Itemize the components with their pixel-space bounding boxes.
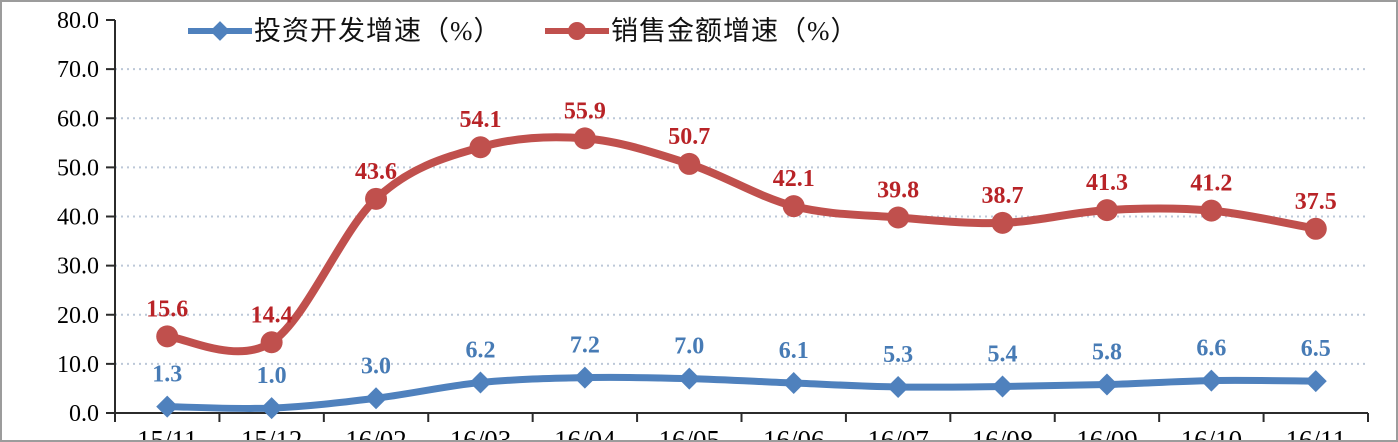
x-axis-label: 16/11: [1286, 425, 1347, 442]
data-point-circle: [782, 195, 805, 218]
data-point-circle: [678, 152, 701, 175]
y-tick-label: 80.0: [57, 8, 99, 34]
data-point-circle: [365, 187, 388, 210]
data-label: 6.1: [779, 338, 809, 364]
x-axis-label: 16/10: [1181, 425, 1243, 442]
x-axis-label: 16/02: [345, 425, 407, 442]
data-label: 37.5: [1295, 189, 1337, 215]
y-tick-label: 0.0: [69, 401, 99, 427]
y-tick-label: 30.0: [57, 254, 99, 280]
data-point-circle: [1095, 199, 1118, 222]
x-axis-label: 16/08: [972, 425, 1034, 442]
x-axis-label: 15/12: [241, 425, 303, 442]
data-label: 1.0: [257, 363, 287, 389]
y-tick-label: 10.0: [57, 352, 99, 378]
data-label: 6.6: [1196, 336, 1226, 362]
data-label: 41.3: [1086, 170, 1128, 196]
data-label: 55.9: [564, 98, 606, 124]
x-axis-label: 16/03: [450, 425, 512, 442]
data-label: 5.3: [883, 342, 913, 368]
data-label: 7.2: [570, 333, 600, 359]
x-axis-label: 16/06: [763, 425, 825, 442]
data-point-diamond: [1095, 373, 1118, 396]
data-label: 42.1: [773, 166, 815, 192]
data-point-circle: [469, 136, 492, 159]
data-label: 5.8: [1092, 340, 1122, 366]
data-label: 7.0: [674, 334, 704, 360]
data-point-diamond: [260, 397, 283, 420]
data-label: 15.6: [146, 296, 188, 322]
data-label: 43.6: [355, 159, 397, 185]
data-label: 1.3: [152, 362, 182, 388]
data-point-diamond: [678, 367, 701, 390]
data-point-circle: [156, 325, 179, 348]
data-point-circle: [1200, 199, 1223, 222]
x-axis-label: 16/05: [659, 425, 721, 442]
data-point-diamond: [1304, 370, 1327, 393]
data-point-circle: [887, 206, 910, 229]
data-label: 5.4: [988, 341, 1018, 367]
y-tick-label: 40.0: [57, 205, 99, 231]
data-label: 3.0: [361, 353, 391, 379]
data-point-diamond: [573, 366, 596, 389]
data-point-circle: [573, 127, 596, 150]
x-axis-label: 16/07: [867, 425, 929, 442]
data-point-diamond: [782, 372, 805, 395]
y-tick-label: 60.0: [57, 106, 99, 132]
data-point-circle: [260, 331, 283, 354]
data-label: 39.8: [877, 177, 919, 203]
data-point-circle: [1304, 217, 1327, 240]
data-label: 41.2: [1190, 171, 1232, 197]
y-tick-label: 50.0: [57, 155, 99, 181]
x-axis-label: 16/04: [554, 425, 616, 442]
series-line-0: [163, 373, 1320, 412]
x-axis-label: 16/09: [1076, 425, 1138, 442]
data-label: 6.5: [1301, 336, 1331, 362]
data-point-diamond: [887, 375, 910, 398]
data-point-diamond: [1200, 369, 1223, 392]
x-axis-label: 15/11: [137, 425, 198, 442]
data-label: 54.1: [459, 107, 501, 133]
series-line-1: [163, 133, 1320, 356]
data-point-diamond: [365, 387, 388, 410]
data-label: 6.2: [465, 338, 495, 364]
data-point-diamond: [469, 371, 492, 394]
data-point-circle: [991, 211, 1014, 234]
y-tick-label: 20.0: [57, 303, 99, 329]
data-label: 50.7: [668, 124, 710, 150]
data-point-diamond: [991, 375, 1014, 398]
data-point-diamond: [156, 395, 179, 418]
data-label: 14.4: [251, 302, 293, 328]
y-tick-label: 70.0: [57, 57, 99, 83]
data-label: 38.7: [982, 183, 1024, 209]
